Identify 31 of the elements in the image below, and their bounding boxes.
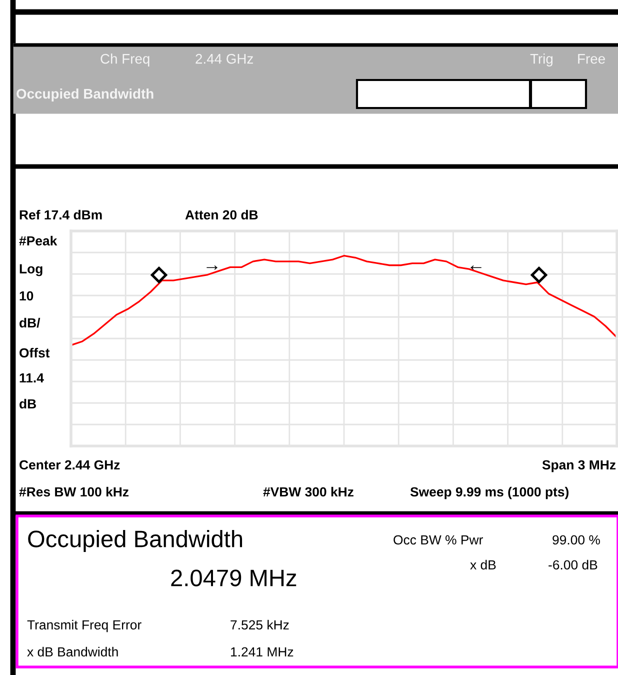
text: -6.00 dB [548,560,598,570]
text: Occupied Bandwidth [16,88,154,102]
text: x dB Bandwidth [27,646,118,657]
text: 11.4 [20,373,44,382]
text: dB/ [20,318,40,328]
text: #Peak [19,236,58,246]
text: 1.241 MHz [231,647,294,656]
text: Atten 20 dB [185,210,258,220]
text: 7.525 kHz [230,620,289,630]
annotation: ← [470,266,482,270]
text: Center 2.44 GHz [20,460,120,470]
text: Ref 17.4 dBm [20,210,102,220]
text: 2.44 GHz [196,54,253,64]
text: Offst [20,348,50,358]
text: Span 3 MHz [542,460,616,472]
text: Trig [530,54,553,66]
text: Log [20,264,42,276]
text: Occ BW % Pwr [394,535,483,545]
text: dB [20,398,36,409]
text: Ch Freq [100,54,150,66]
text: 99.00 % [552,535,600,545]
text: Transmit Freq Error [27,620,142,632]
text: #VBW 300 kHz [263,486,354,497]
text: Sweep 9.99 ms (1000 pts) [410,486,568,500]
text: #Res BW 100 kHz [19,486,129,497]
text: 2.0479 MHz [171,570,296,586]
text: 10 [20,291,34,301]
text: Occupied Bandwidth [28,530,242,552]
text: Free [578,54,605,64]
annotation: → [206,266,218,270]
text: x dB [470,560,496,570]
